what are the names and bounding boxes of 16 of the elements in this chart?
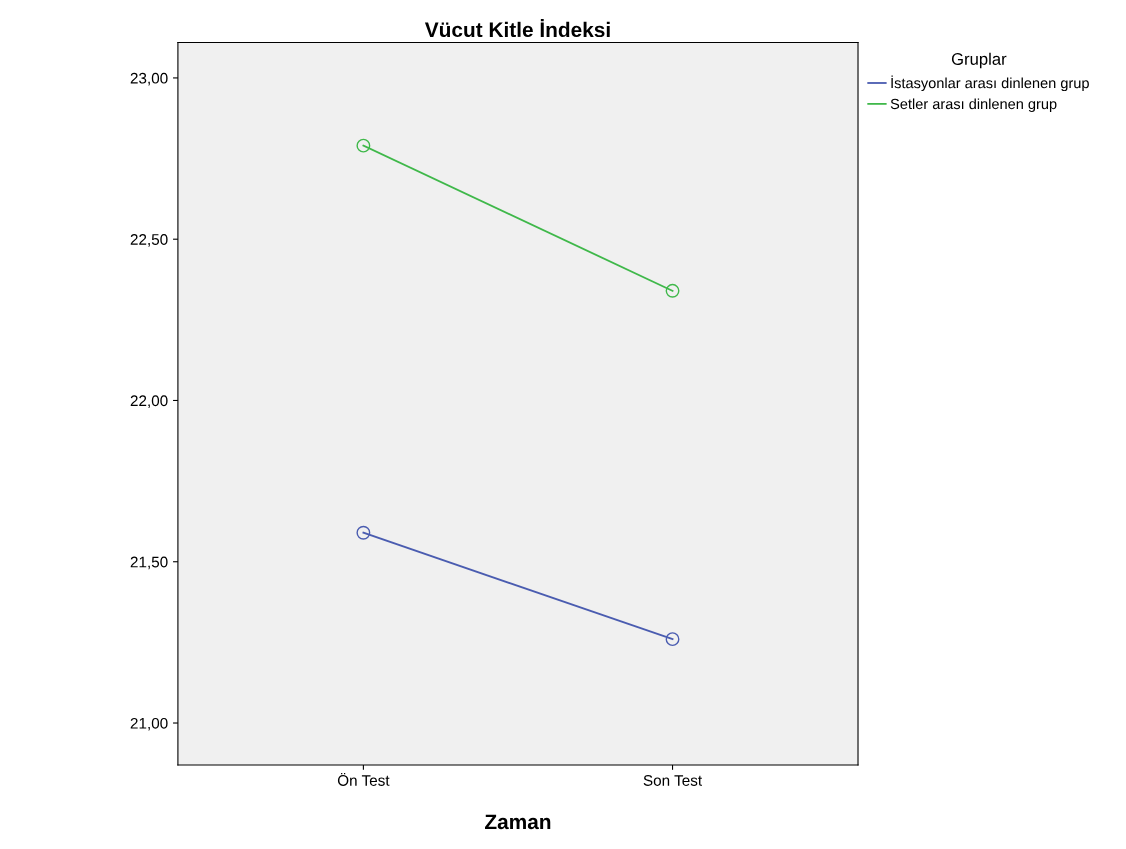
x-axis-title: Zaman	[485, 814, 551, 830]
y-tick-label: 23,00	[130, 72, 168, 86]
legend-title: Gruplar	[951, 52, 1007, 69]
y-tick-label: 22,50	[130, 234, 168, 247]
x-tick-label: Son Test	[643, 775, 703, 786]
y-tick-label: 21,50	[130, 556, 168, 570]
legend-label: Setler arası dinlenen grup	[890, 98, 1057, 113]
legend-label: İstasyonlar arası dinlenen grup	[891, 75, 1089, 92]
x-tick-label: Ön Test	[337, 772, 390, 786]
point	[356, 138, 371, 153]
y-tick-label: 22,00	[130, 395, 168, 408]
point	[356, 525, 371, 540]
point	[665, 632, 680, 647]
point	[665, 283, 680, 298]
chart-title: Vücut Kitle İndeksi	[424, 19, 610, 38]
y-tick-label: 21,00	[130, 717, 168, 731]
